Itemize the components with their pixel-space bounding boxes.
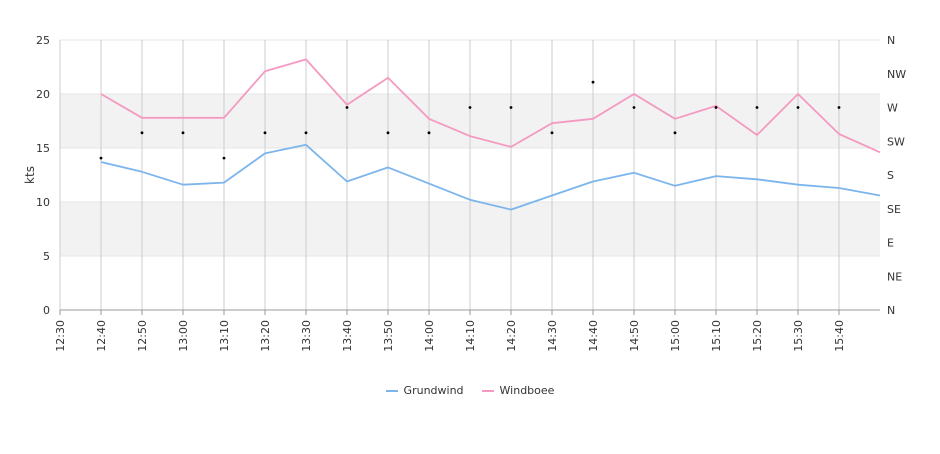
x-tick-label: 14:00 [423,320,436,352]
legend-item-windboee[interactable]: Windboee [481,384,555,397]
x-tick-label: 15:00 [669,320,682,352]
x-tick-label: 13:10 [218,320,231,352]
axis-layer: 0 5 10 15 20 25 12:30 12:40 12:50 13:00 13:10 13:20… [23,34,906,352]
x-tick-label: 13:40 [341,320,354,352]
direction-point [755,106,759,109]
legend-label: Grundwind [403,384,464,397]
legend-label: Windboee [499,384,555,397]
y-tick-label: 15 [36,142,50,155]
direction-point [427,131,431,135]
right-axis-label: N [887,304,895,317]
x-tick-label: 14:30 [546,320,559,352]
direction-point [181,131,185,135]
y-tick-label: 0 [43,304,50,317]
x-tick-label: 13:00 [177,320,190,352]
legend-swatch [385,389,398,392]
right-axis-label: W [887,102,898,115]
direction-point [222,156,226,160]
y-axis-title: kts [23,166,37,184]
right-axis-label: NE [887,270,902,283]
x-tick-label: 14:20 [505,320,518,352]
x-tick-label: 14:40 [587,320,600,352]
direction-point [591,80,595,84]
direction-point [468,106,472,109]
direction-point [263,131,267,135]
direction-point [714,106,718,109]
y-tick-label: 10 [36,196,50,209]
right-axis-label: S [887,169,894,182]
x-tick-label: 15:20 [751,320,764,352]
x-tick-label: 13:50 [382,320,395,352]
right-axis-label: SE [887,203,901,216]
legend-item-grundwind[interactable]: Grundwind [385,384,464,397]
right-axis-label: E [887,237,894,250]
x-tick-label: 12:40 [95,320,108,352]
x-tick-label: 12:30 [54,320,67,352]
y-tick-label: 5 [43,250,50,263]
x-tick-label: 14:10 [464,320,477,352]
legend-swatch [481,389,494,392]
direction-point [550,131,554,135]
series-layer [100,58,881,211]
x-tick-label: 15:40 [833,320,846,352]
direction-layer [99,80,841,160]
grid-layer [59,39,880,311]
y-tick-label: 20 [36,88,50,101]
direction-point [632,106,636,109]
x-tick-label: 12:50 [136,320,149,352]
direction-point [796,106,800,109]
series-line-grundwind [100,143,881,211]
direction-point [673,131,677,135]
x-tick-label: 15:30 [792,320,805,352]
legend: Grundwind Windboee [0,384,940,397]
x-tick-label: 14:50 [628,320,641,352]
direction-point [345,106,349,109]
x-tick-label: 15:10 [710,320,723,352]
y-tick-label: 25 [36,34,50,47]
right-axis-label: NW [887,68,906,81]
right-axis-label: SW [887,135,905,148]
direction-point [99,156,103,160]
x-tick-label: 13:20 [259,320,272,352]
direction-point [509,106,513,109]
direction-point [304,131,308,135]
right-axis-label: N [887,34,895,47]
direction-point [837,106,841,109]
x-tick-label: 13:30 [300,320,313,352]
direction-point [140,131,144,135]
series-line-windboee [100,58,881,154]
direction-point [386,131,390,135]
